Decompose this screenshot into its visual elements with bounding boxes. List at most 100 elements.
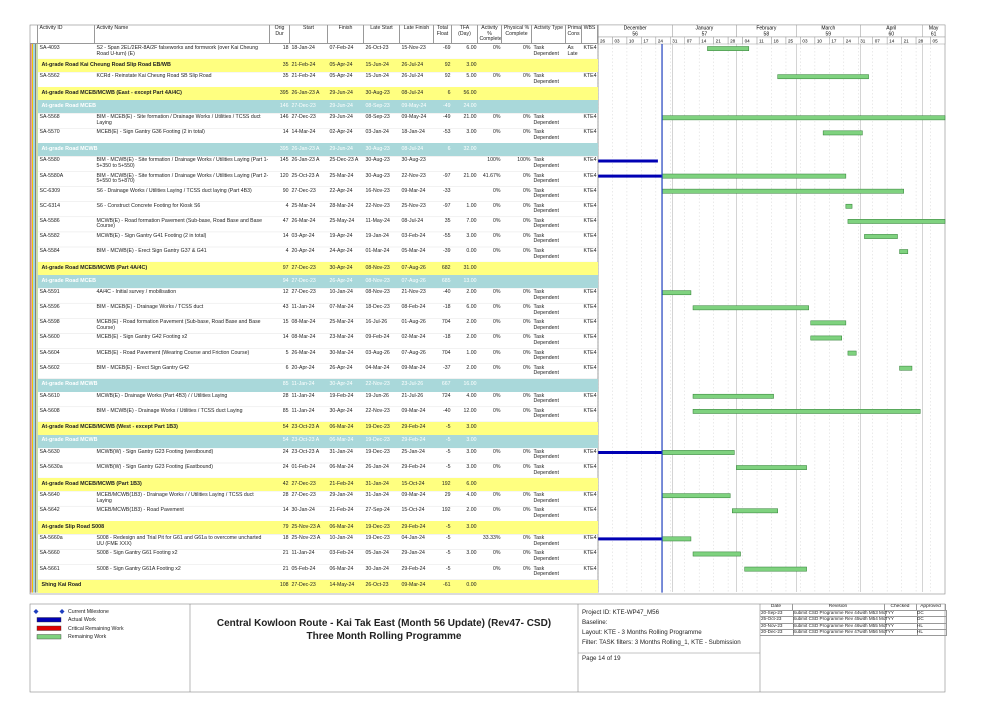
cell-finish: 22-Apr-24 [329, 187, 353, 194]
cell-tf: 35 [444, 217, 451, 224]
summary-tf: -61 [443, 582, 451, 589]
cell-tfa: 21.00 [463, 172, 477, 179]
cell-start: 05-Feb-24 [291, 565, 316, 572]
month-label: February [756, 26, 777, 32]
cell-finish: 23-Mar-24 [329, 334, 354, 341]
cell-start: 11-Jan-24 [291, 550, 315, 557]
summary-start: 25-Nov-23 A [291, 523, 321, 530]
cell-finish: 02-Apr-24 [329, 129, 353, 136]
cell-start: 11-Jan-24 [291, 407, 315, 414]
cell-tf: -5 [445, 464, 451, 470]
cell-lstart: 22-Nov-23 [365, 202, 390, 209]
cell-tf: 704 [441, 319, 451, 326]
cell-lfinish: 30-Aug-23 [401, 157, 426, 164]
cell-wbs: KTE4 [583, 448, 597, 455]
cell-finish: 26-Apr-24 [329, 364, 353, 371]
summary-band [38, 378, 598, 392]
cell-finish: 29-Jan-24 [329, 492, 353, 499]
cell-id: SA-5591 [39, 289, 60, 296]
summary-finish: 21-Feb-24 [329, 480, 354, 487]
summary-start: 11-Jan-24 [291, 381, 315, 388]
cell-lstart: 26-Oct-23 [365, 45, 389, 51]
footer-frame [29, 603, 946, 693]
cell-finish: 07-Feb-24 [329, 45, 354, 51]
cell-lfinish: 03-Feb-24 [401, 232, 426, 239]
summary-tf: 6 [447, 89, 451, 96]
cell-pct: 0% [493, 187, 501, 194]
cell-name: 4A/4C - Initial survey / mobilisation [96, 289, 177, 296]
cell-lstart: 15-Jun-24 [365, 73, 389, 80]
summary-tfa: 3.00 [466, 437, 477, 444]
summary-name: At-grade Road MCEB/MCWB (West - except P… [41, 424, 178, 431]
summary-finish: 29-Jun-24 [329, 145, 353, 152]
revision-cell: Submit CSD Programme Rev 46with M55 Mon.… [792, 622, 886, 630]
week-label: 03 [614, 38, 620, 43]
summary-lstart: 08-Nov-23 [365, 277, 390, 284]
cell-pct: 0% [493, 349, 501, 356]
cell-id: SA-5661 [39, 565, 60, 572]
actual-bar [598, 174, 663, 178]
cell-lfinish: 18-Jan-24 [401, 129, 425, 136]
summary-dur: 97 [282, 264, 289, 271]
summary-lfinish: 09-Mar-24 [401, 582, 426, 589]
cell-lstart: 27-Sep-24 [365, 507, 390, 514]
summary-dur: 35 [282, 61, 289, 68]
cell-dur: 90 [282, 187, 289, 194]
cell-start: 20-Apr-24 [291, 248, 315, 254]
summary-dur: 395 [279, 145, 289, 152]
cell-finish: 25-Mar-24 [329, 319, 354, 326]
cell-dur: 43 [282, 304, 289, 311]
cell-id: SA-5660 [39, 550, 60, 557]
remaining-bar [692, 409, 921, 414]
cell-finish: 30-Mar-24 [329, 349, 354, 356]
revision-header: Revision [792, 604, 885, 611]
cell-wbs: KTE4 [583, 334, 597, 341]
cell-finish: 10-Jan-24 [329, 535, 353, 542]
summary-band [38, 434, 598, 448]
cell-type: Task Dependent [533, 392, 559, 405]
cell-finish: 05-Apr-24 [329, 73, 353, 80]
cell-finish: 31-Jan-24 [329, 448, 353, 455]
cell-phys: 0% [523, 392, 531, 399]
cell-tfa: 2.00 [466, 507, 477, 514]
cell-type: Task Dependent [533, 289, 559, 301]
summary-tfa: 3.00 [466, 523, 477, 530]
cell-start: 01-Feb-24 [291, 464, 316, 470]
revision-cell: TYY [884, 610, 918, 618]
cell-lfinish: 21-Nov-23 [401, 289, 426, 296]
cell-dur: 145 [279, 157, 289, 164]
summary-name: At-grade Road MCEB [41, 277, 97, 284]
remaining-bar [899, 249, 909, 254]
cell-type: Task Dependent [533, 157, 559, 169]
cell-name: MCEB/MCWB(1B3) - Road Pavement [96, 507, 184, 514]
summary-start: 27-Dec-23 [291, 582, 316, 589]
cell-phys: 0% [523, 364, 531, 371]
cell-phys: 0% [523, 129, 531, 136]
cell-start: 26-Mar-24 [291, 349, 316, 356]
cell-finish: 29-Jun-24 [329, 114, 353, 121]
cell-type: Task Dependent [533, 187, 559, 200]
summary-lfinish: 07-Aug-26 [401, 277, 426, 284]
cell-wbs: KTE4 [583, 304, 597, 311]
cell-wbs: KTE4 [583, 507, 597, 514]
cell-start: 20-Apr-24 [291, 364, 315, 371]
summary-tfa: 32.00 [463, 145, 477, 152]
summary-lfinish: 07-Aug-26 [401, 264, 426, 271]
column-header: Physical % Complete [502, 25, 532, 44]
cell-start: 21-Feb-24 [291, 73, 316, 80]
cell-finish: 19-Feb-24 [329, 392, 354, 399]
cell-tfa: 21.00 [463, 114, 477, 121]
summary-band [38, 143, 598, 157]
summary-start: 27-Dec-23 [291, 264, 316, 271]
cell-lfinish: 29-Jan-24 [401, 550, 425, 557]
cell-tfa: 6.00 [466, 45, 477, 51]
actual-bar [598, 537, 663, 541]
cell-tfa: 3.00 [466, 550, 477, 557]
legend-swatch [36, 617, 62, 623]
cell-name: MCWB(E) - Sign Gantry G41 Footing (2 in … [96, 232, 207, 239]
cell-id: SA-5580 [39, 157, 60, 164]
remaining-bar [732, 508, 778, 514]
summary-finish: 30-Apr-24 [329, 264, 353, 271]
cell-tf: -5 [445, 448, 451, 455]
cell-start: 08-Mar-24 [291, 319, 316, 326]
